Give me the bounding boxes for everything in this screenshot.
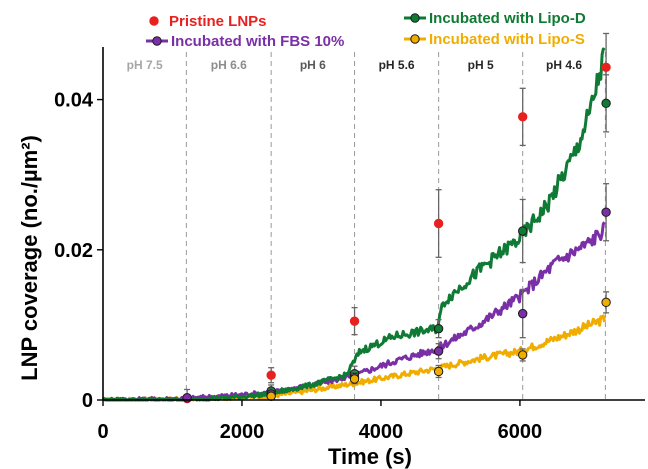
data-point bbox=[518, 226, 528, 236]
ph-label: pH 4.6 bbox=[546, 58, 582, 72]
ph-label: pH 6 bbox=[300, 58, 326, 72]
marker-layer bbox=[182, 32, 611, 404]
x-axis-title: Time (s) bbox=[328, 444, 412, 469]
data-point bbox=[601, 98, 611, 109]
data-point bbox=[349, 374, 360, 384]
data-point bbox=[518, 350, 528, 360]
x-tick-label: 4000 bbox=[359, 421, 404, 443]
data-point bbox=[349, 316, 360, 326]
data-point bbox=[601, 207, 611, 217]
ph-label: pH 5 bbox=[468, 58, 494, 72]
legend-marker bbox=[152, 36, 162, 46]
y-axis-title: LNP coverage (no./µm²) bbox=[17, 135, 42, 381]
data-point bbox=[601, 297, 611, 308]
x-tick-label: 6000 bbox=[498, 421, 543, 443]
data-point bbox=[518, 308, 528, 319]
legend-label: Incubated with Lipo-S bbox=[429, 31, 585, 48]
x-tick-label: 0 bbox=[97, 421, 108, 443]
data-point bbox=[601, 62, 611, 72]
data-point bbox=[266, 370, 276, 380]
data-point bbox=[433, 346, 444, 356]
y-tick-label: 0 bbox=[82, 390, 93, 412]
legend-marker bbox=[410, 13, 420, 23]
data-point bbox=[433, 323, 444, 334]
series-line-3 bbox=[102, 314, 607, 402]
axes bbox=[102, 47, 645, 401]
ph-region-layer: pH 7.5 pH 6.6 pH 6 pH 5.6 pH 5 pH 4.6 bbox=[127, 52, 606, 400]
legend-label: Incubated with FBS 10% bbox=[171, 33, 344, 50]
y-tick-label: 0.04 bbox=[54, 90, 94, 112]
ph-label: pH 7.5 bbox=[127, 58, 163, 72]
x-tick-label: 2000 bbox=[220, 421, 265, 443]
legend-marker bbox=[149, 16, 159, 26]
data-point bbox=[433, 218, 444, 229]
legend-marker bbox=[410, 34, 420, 44]
ph-label: pH 5.6 bbox=[379, 58, 415, 72]
data-point bbox=[266, 391, 276, 401]
legend-label: Pristine LNPs bbox=[169, 13, 267, 30]
legend-label: Incubated with Lipo-D bbox=[429, 10, 586, 27]
tick-layer: 0 2000 4000 6000 0 0.02 0.04 bbox=[54, 90, 542, 443]
ph-label: pH 6.6 bbox=[211, 58, 247, 72]
data-point bbox=[518, 112, 528, 122]
data-point bbox=[433, 366, 444, 377]
legend: Pristine LNPs Incubated with FBS 10% Incub… bbox=[146, 10, 586, 50]
series-layer bbox=[101, 47, 607, 402]
y-tick-label: 0.02 bbox=[54, 240, 93, 262]
